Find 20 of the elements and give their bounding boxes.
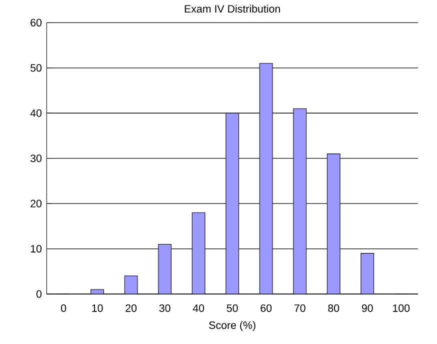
x-tick-label: 50 <box>226 304 238 312</box>
y-tick-label: 10 <box>30 245 42 253</box>
x-tick-label: 90 <box>362 304 373 312</box>
x-tick-label: 10 <box>92 304 103 312</box>
y-tick-label: 60 <box>30 18 42 26</box>
x-tick-label: 70 <box>294 304 306 312</box>
x-tick-label: 30 <box>159 304 170 312</box>
chart-title: Exam IV Distribution <box>184 4 280 13</box>
y-tick-label: 30 <box>30 154 42 162</box>
x-tick-label: 60 <box>260 304 272 312</box>
y-tick-label: 50 <box>30 64 42 72</box>
y-tick-label: 20 <box>30 200 42 208</box>
x-tick-label: 80 <box>328 304 340 312</box>
x-tick-label: 40 <box>192 304 204 312</box>
y-tick-label: 40 <box>30 109 42 117</box>
x-axis-title: Score (%) <box>209 321 256 332</box>
x-tick-label: 0 <box>60 304 66 312</box>
x-tick-label: 20 <box>126 304 137 312</box>
y-tick-label: 0 <box>36 290 42 298</box>
x-tick-label: 100 <box>393 304 410 312</box>
